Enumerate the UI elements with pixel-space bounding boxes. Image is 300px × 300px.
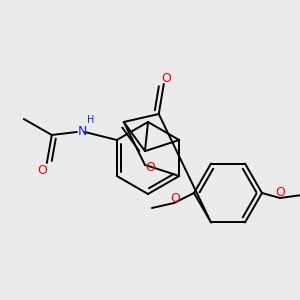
Text: O: O bbox=[145, 161, 155, 174]
Text: O: O bbox=[275, 187, 285, 200]
Text: O: O bbox=[161, 71, 171, 85]
Text: O: O bbox=[170, 193, 180, 206]
Text: N: N bbox=[78, 124, 88, 137]
Text: H: H bbox=[87, 115, 94, 125]
Text: O: O bbox=[37, 164, 47, 176]
